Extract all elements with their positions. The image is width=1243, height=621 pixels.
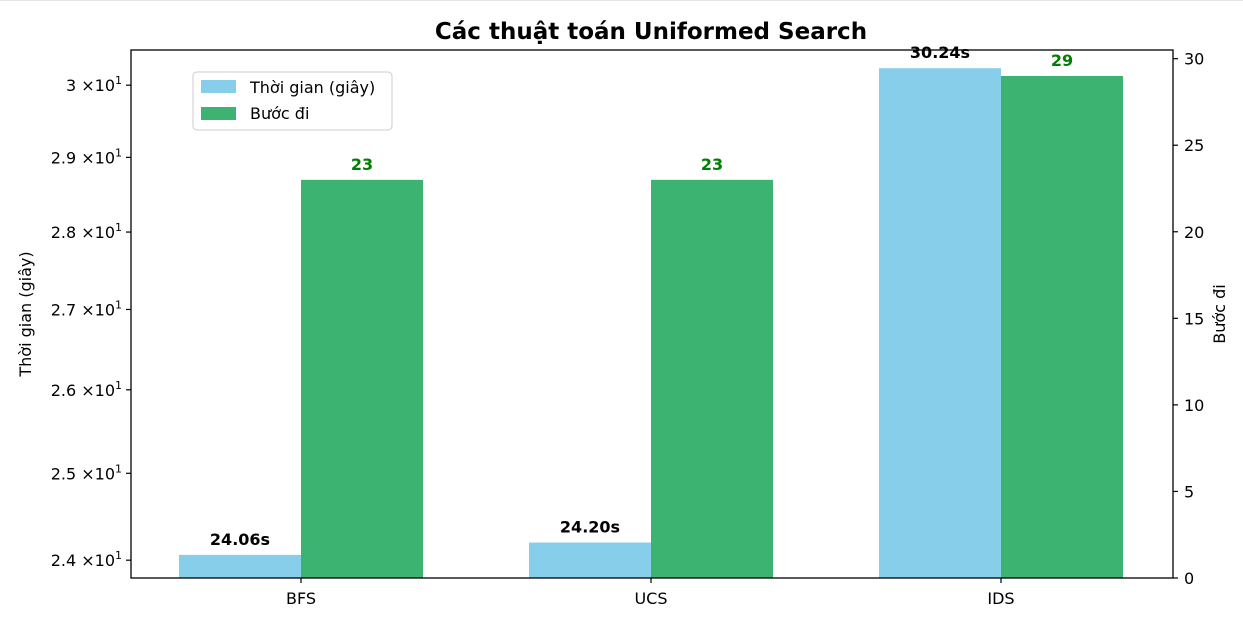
legend-swatch-steps <box>201 107 236 120</box>
left-tick-label: 2.9 ×101 <box>51 146 122 167</box>
right-tick-label: 20 <box>1184 223 1204 242</box>
legend-box <box>192 71 393 131</box>
top-border <box>0 0 1243 1</box>
left-tick-label: 2.5 ×101 <box>51 462 122 483</box>
right-tick-label: 30 <box>1184 50 1204 69</box>
bar-time-bfs <box>179 554 301 578</box>
right-tick-label: 15 <box>1184 309 1204 328</box>
left-axis-label: Thời gian (giây) <box>16 251 35 377</box>
bar-steps-ids <box>1001 75 1123 578</box>
legend: Thời gian (giây) Bước đi <box>192 71 393 131</box>
bar-steps-bfs <box>301 179 423 578</box>
bar-value-label: 24.06s <box>210 530 270 549</box>
bar-value-label: 23 <box>351 155 373 174</box>
chart-title: Các thuật toán Uniformed Search <box>435 19 867 45</box>
bar-value-label: 23 <box>701 155 723 174</box>
bars-group <box>179 68 1123 578</box>
left-tick-label: 3 ×101 <box>66 74 122 95</box>
bar-time-ucs <box>529 542 651 578</box>
legend-label-time: Thời gian (giây) <box>249 78 375 97</box>
right-tick-label: 0 <box>1184 569 1194 588</box>
bar-time-ids <box>879 68 1001 578</box>
x-axis-ticks: BFS UCS IDS <box>286 578 1015 608</box>
bar-value-label: 29 <box>1051 51 1073 70</box>
right-tick-label: 10 <box>1184 396 1204 415</box>
right-tick-label: 25 <box>1184 136 1204 155</box>
left-tick-label: 2.7 ×101 <box>51 298 122 319</box>
legend-label-steps: Bước đi <box>250 104 309 123</box>
left-tick-label: 2.8 ×101 <box>51 221 122 242</box>
bar-value-label: 24.20s <box>560 518 620 537</box>
left-tick-label: 2.4 ×101 <box>51 549 122 570</box>
right-axis-label: Bước đi <box>1210 284 1229 343</box>
left-axis-ticks: 2.4 ×101 2.5 ×101 2.6 ×101 2.7 ×101 2.8 ×101… <box>51 74 131 570</box>
left-tick-label: 2.6 ×101 <box>51 379 122 400</box>
x-tick-label-bfs: BFS <box>286 589 316 608</box>
x-tick-label-ucs: UCS <box>634 589 667 608</box>
right-axis-ticks: 0 5 10 15 20 25 30 <box>1173 50 1204 588</box>
bar-value-label: 30.24s <box>910 43 970 62</box>
legend-swatch-time <box>201 80 236 93</box>
right-tick-label: 5 <box>1184 482 1194 501</box>
x-tick-label-ids: IDS <box>987 589 1014 608</box>
bar-labels-group: 24.06s 24.20s 30.24s 23 23 29 <box>210 43 1073 549</box>
plot-frame <box>130 49 1174 579</box>
bar-steps-ucs <box>651 179 773 578</box>
